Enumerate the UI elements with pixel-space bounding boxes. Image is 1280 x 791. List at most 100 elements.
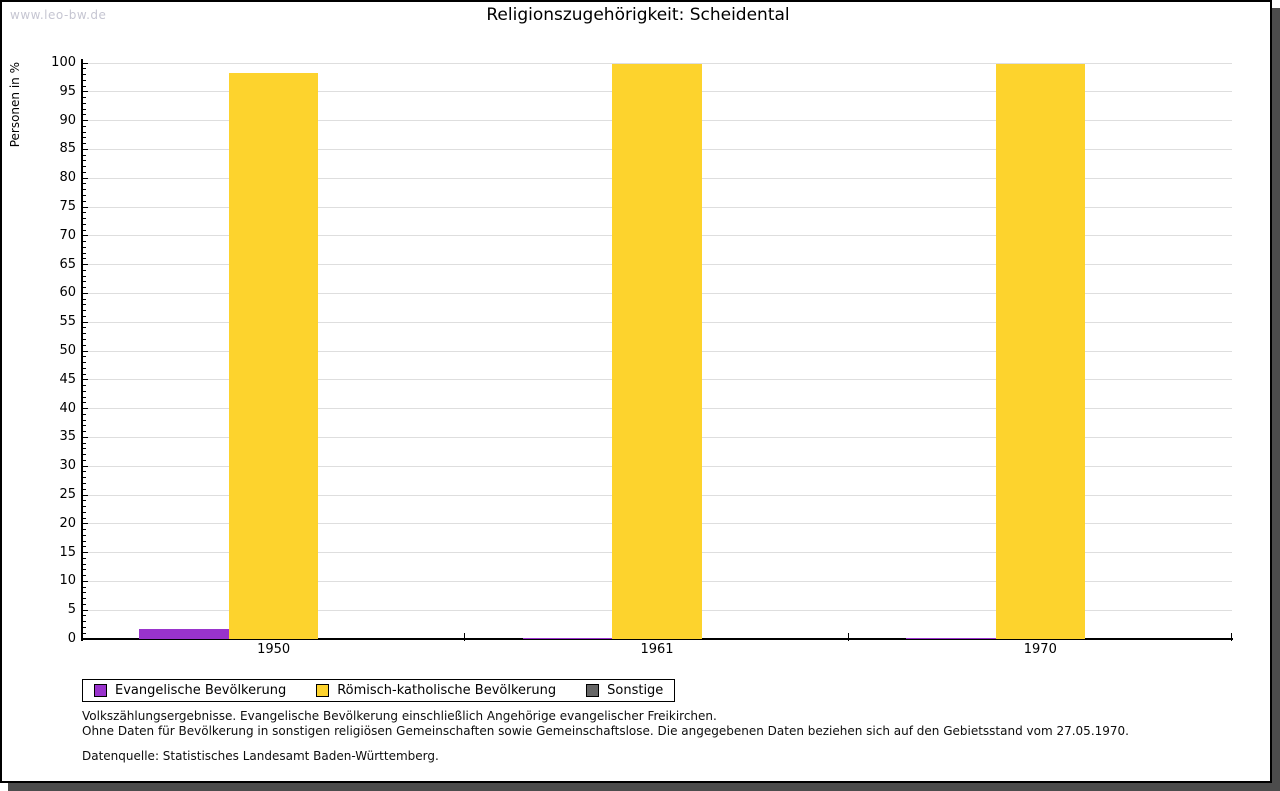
y-tick-label: 90	[59, 112, 76, 128]
y-minor-tick	[83, 143, 86, 145]
frame-shadow-right	[1272, 8, 1280, 791]
y-minor-tick	[83, 218, 86, 220]
y-major-tick	[83, 91, 88, 93]
plot-area: 1950 1961 1970	[81, 59, 1233, 657]
legend-swatch	[316, 684, 330, 697]
y-tick-label: 15	[59, 544, 76, 560]
y-minor-tick	[83, 540, 86, 542]
y-tick-label: 60	[59, 285, 76, 301]
y-tick-label: 5	[67, 602, 76, 618]
y-major-tick	[83, 494, 88, 496]
y-tick-label: 100	[51, 55, 76, 70]
legend-label: Römisch-katholische Bevölkerung	[337, 683, 557, 698]
note-line: Ohne Daten für Bevölkerung in sonstigen …	[82, 723, 1129, 738]
y-tick-label: 30	[59, 458, 76, 474]
bar	[905, 637, 996, 639]
y-tick-label: 10	[59, 573, 76, 589]
y-minor-tick	[83, 212, 86, 214]
y-major-tick	[83, 523, 88, 525]
y-major-tick	[83, 436, 88, 438]
y-tick-label: 25	[59, 487, 76, 502]
y-minor-tick	[83, 575, 86, 577]
y-major-tick	[83, 465, 88, 467]
note-line: Volkszählungsergebnisse. Evangelische Be…	[82, 709, 717, 723]
y-major-tick	[83, 321, 88, 323]
y-minor-tick	[83, 287, 86, 289]
watermark: www.leo-bw.de	[10, 8, 107, 22]
y-minor-tick	[83, 385, 86, 387]
y-minor-tick	[83, 511, 86, 513]
y-minor-tick	[83, 425, 86, 427]
y-minor-tick	[83, 373, 86, 375]
y-minor-tick	[83, 241, 86, 243]
y-major-tick	[83, 148, 88, 150]
y-minor-tick	[83, 626, 86, 628]
gridline	[83, 62, 1232, 64]
y-tick-label: 95	[59, 83, 76, 99]
y-minor-tick	[83, 500, 86, 502]
y-minor-tick	[83, 154, 86, 156]
y-minor-tick	[83, 615, 86, 617]
y-major-tick	[83, 638, 88, 640]
y-minor-tick	[83, 137, 86, 139]
y-tick-label: 40	[59, 400, 76, 416]
page-title: Religionszugehörigkeit: Scheidental	[486, 5, 790, 25]
y-minor-tick	[83, 223, 86, 225]
y-minor-tick	[83, 97, 86, 99]
x-axis-tick	[464, 633, 466, 641]
y-minor-tick	[83, 632, 86, 634]
y-minor-tick	[83, 252, 86, 254]
y-minor-tick	[83, 517, 86, 519]
y-minor-tick	[83, 356, 86, 358]
y-minor-tick	[83, 482, 86, 484]
y-minor-tick	[83, 454, 86, 456]
y-minor-tick	[83, 200, 86, 202]
y-minor-tick	[83, 459, 86, 461]
y-minor-tick	[83, 281, 86, 283]
y-minor-tick	[83, 362, 86, 364]
y-minor-tick	[83, 315, 86, 317]
y-minor-tick	[83, 131, 86, 133]
footnotes: Volkszählungsergebnisse. Evangelische Be…	[82, 709, 1232, 738]
x-axis-tick	[1231, 633, 1232, 641]
y-tick-label: 85	[59, 141, 76, 157]
y-tick-label: 75	[59, 199, 76, 214]
y-major-tick	[83, 120, 88, 122]
bar	[522, 637, 613, 639]
y-minor-tick	[83, 258, 86, 260]
legend-label: Sonstige	[607, 683, 664, 698]
y-minor-tick	[83, 442, 86, 444]
y-minor-tick	[83, 269, 86, 271]
y-minor-tick	[83, 592, 86, 594]
y-minor-tick	[83, 166, 86, 168]
y-minor-tick	[83, 114, 86, 116]
y-minor-tick	[83, 569, 86, 571]
y-tick-label: 45	[59, 371, 76, 387]
y-minor-tick	[83, 563, 86, 565]
y-minor-tick	[83, 102, 86, 104]
y-minor-tick	[83, 125, 86, 127]
y-minor-tick	[83, 506, 86, 508]
legend: Evangelische Bevölkerung Römisch-katholis…	[82, 679, 676, 702]
y-major-tick	[83, 408, 88, 410]
y-minor-tick	[83, 367, 86, 369]
y-minor-tick	[83, 621, 86, 623]
legend-swatch	[94, 684, 107, 697]
y-minor-tick	[83, 246, 86, 248]
bar	[995, 64, 1086, 639]
y-axis-line	[81, 59, 83, 641]
y-minor-tick	[83, 402, 86, 404]
y-minor-tick	[83, 327, 86, 329]
y-minor-tick	[83, 189, 86, 191]
y-major-tick	[83, 235, 88, 237]
y-minor-tick	[83, 183, 86, 185]
x-axis-tick	[847, 633, 849, 641]
y-axis-label: Personen in %	[8, 62, 22, 148]
y-minor-tick	[83, 448, 86, 450]
y-minor-tick	[83, 74, 86, 76]
source-line: Datenquelle: Statistisches Landesamt Bad…	[82, 749, 439, 763]
legend-item: Sonstige	[586, 683, 663, 698]
y-minor-tick	[83, 419, 86, 421]
legend-item: Evangelische Bevölkerung	[94, 683, 286, 698]
